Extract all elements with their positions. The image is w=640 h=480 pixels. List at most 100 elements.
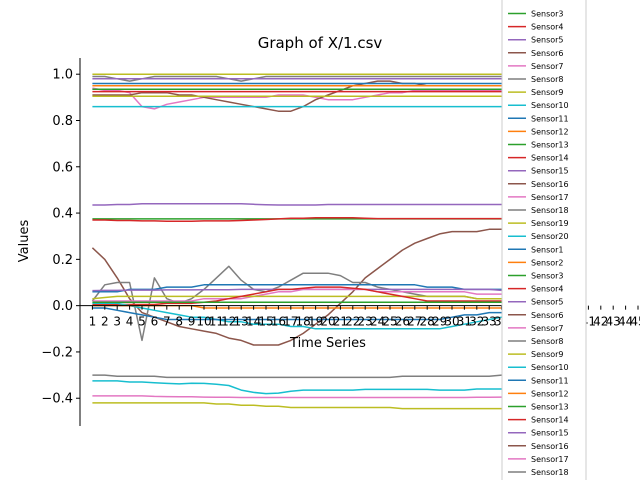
legend-entry-label: Sensor6 xyxy=(531,49,564,58)
y-tick-label: −0.2 xyxy=(41,345,73,360)
series-line-13 xyxy=(92,380,576,395)
x-tick-label: 31 xyxy=(457,315,472,329)
legend-entry-label: Sensor3 xyxy=(531,272,564,281)
y-tick-label: −0.4 xyxy=(41,392,73,407)
x-tick-label: 9 xyxy=(188,315,196,329)
y-tick-label: 1.0 xyxy=(52,68,73,83)
y-tick-label: 0.8 xyxy=(52,114,73,129)
x-tick-label: 16 xyxy=(271,315,286,329)
x-tick-label: 21 xyxy=(333,315,348,329)
legend-entry-label: Sensor20 xyxy=(531,232,569,241)
x-tick-label: 23 xyxy=(358,315,373,329)
legend-entry-label: Sensor17 xyxy=(531,193,569,202)
x-tick-label: 28 xyxy=(420,315,435,329)
x-tick-label: 25 xyxy=(382,315,397,329)
legend-entry-label: Sensor17 xyxy=(531,455,569,464)
legend-entry-label: Sensor11 xyxy=(531,376,569,385)
legend-entry-label: Sensor13 xyxy=(531,141,569,150)
legend-entry-label: Sensor9 xyxy=(531,88,564,97)
x-tick-label: 27 xyxy=(407,315,422,329)
x-tick-label: 3 xyxy=(113,315,121,329)
x-tick-label: 2 xyxy=(101,315,109,329)
x-axis-label: Time Series xyxy=(289,336,366,351)
legend-entry-label: Sensor5 xyxy=(531,36,564,45)
x-tick-label: 8 xyxy=(175,315,183,329)
x-tick-label: 22 xyxy=(345,315,360,329)
x-tick-label: 15 xyxy=(258,315,273,329)
legend-entry-label: Sensor14 xyxy=(531,154,569,163)
y-axis-label: Values xyxy=(17,220,32,263)
legend-entry-label: Sensor13 xyxy=(531,403,569,412)
legend-entry-label: Sensor12 xyxy=(531,389,569,398)
x-tick-label: 29 xyxy=(432,315,447,329)
series-line-19 xyxy=(92,87,576,110)
legend: Sensor3 Sensor4 Sensor5 Sensor6 Sensor7 Senso… xyxy=(501,0,587,480)
series-line-14 xyxy=(92,395,576,399)
series-line-6 xyxy=(92,295,576,300)
x-tick-label: 20 xyxy=(320,315,335,329)
x-tick-label: 6 xyxy=(151,315,159,329)
legend-entry-label: Sensor8 xyxy=(531,75,564,84)
x-tick-label: 24 xyxy=(370,315,385,329)
x-tick-label: 19 xyxy=(308,315,323,329)
x-tick-label: 12 xyxy=(221,315,236,329)
x-tick-label: 26 xyxy=(395,315,410,329)
x-tick-label: 4 xyxy=(126,315,134,329)
y-tick-label: 0.6 xyxy=(52,160,73,175)
x-tick-label: 17 xyxy=(283,315,298,329)
legend-entry-label: Sensor4 xyxy=(531,23,564,32)
legend-entry-label: Sensor18 xyxy=(531,206,569,215)
legend-entry-label: Sensor15 xyxy=(531,167,569,176)
legend-entry-label: Sensor4 xyxy=(531,285,564,294)
x-tick-label: 42 xyxy=(593,315,608,329)
legend-entry-label: Sensor11 xyxy=(531,114,569,123)
legend-entry-label: Sensor18 xyxy=(531,468,569,477)
x-tick-label: 5 xyxy=(138,315,146,329)
x-tick-label: 1 xyxy=(89,315,97,329)
series-line-18 xyxy=(92,216,576,222)
legend-entry-label: Sensor2 xyxy=(531,258,564,267)
legend-entry-label: Sensor16 xyxy=(531,180,569,189)
x-tick-label: 30 xyxy=(444,315,459,329)
series-line-21 xyxy=(92,75,576,82)
legend-entry-label: Sensor3 xyxy=(531,10,564,19)
legend-entry-label: Sensor5 xyxy=(531,298,564,307)
legend-entry-label: Sensor9 xyxy=(531,350,564,359)
x-tick-label: 14 xyxy=(246,315,261,329)
legend-entry-label: Sensor16 xyxy=(531,442,569,451)
series-line-16 xyxy=(92,203,576,206)
x-tick-label: 32 xyxy=(469,315,484,329)
legend-entry-label: Sensor1 xyxy=(531,245,564,254)
y-tick-label: 0.4 xyxy=(52,207,73,222)
series-line-1 xyxy=(91,228,576,346)
x-tick-label: 43 xyxy=(606,315,621,329)
legend-entry-label: Sensor8 xyxy=(531,337,564,346)
series-line-7 xyxy=(92,286,576,306)
x-tick-label: 10 xyxy=(196,315,211,329)
x-tick-label: 18 xyxy=(296,315,311,329)
series-line-5 xyxy=(92,288,576,302)
legend-entry-label: Sensor15 xyxy=(531,429,569,438)
x-tick-label: 45 xyxy=(630,315,640,329)
legend-frame xyxy=(501,0,587,480)
y-tick-label: 0.0 xyxy=(52,299,73,314)
plot-area xyxy=(91,73,576,410)
x-tick-label: 33 xyxy=(482,315,497,329)
legend-entry-label: Sensor7 xyxy=(531,324,564,333)
legend-entry-label: Sensor19 xyxy=(531,219,569,228)
legend-entry-label: Sensor10 xyxy=(531,101,569,110)
series-line-8 xyxy=(92,302,576,330)
legend-entry-label: Sensor6 xyxy=(531,311,564,320)
x-tick-label: 13 xyxy=(234,315,249,329)
y-tick-label: 0.2 xyxy=(52,253,73,268)
chart-title: Graph of X/1.csv xyxy=(258,34,383,52)
x-tick-label: 11 xyxy=(209,315,224,329)
x-tick-label: 44 xyxy=(618,315,633,329)
legend-entry-label: Sensor12 xyxy=(531,127,569,136)
legend-entry-label: Sensor7 xyxy=(531,62,564,71)
x-tick-label: 7 xyxy=(163,315,171,329)
legend-entry-label: Sensor14 xyxy=(531,416,569,425)
series-line-15 xyxy=(92,402,576,410)
legend-entry-label: Sensor10 xyxy=(531,363,569,372)
